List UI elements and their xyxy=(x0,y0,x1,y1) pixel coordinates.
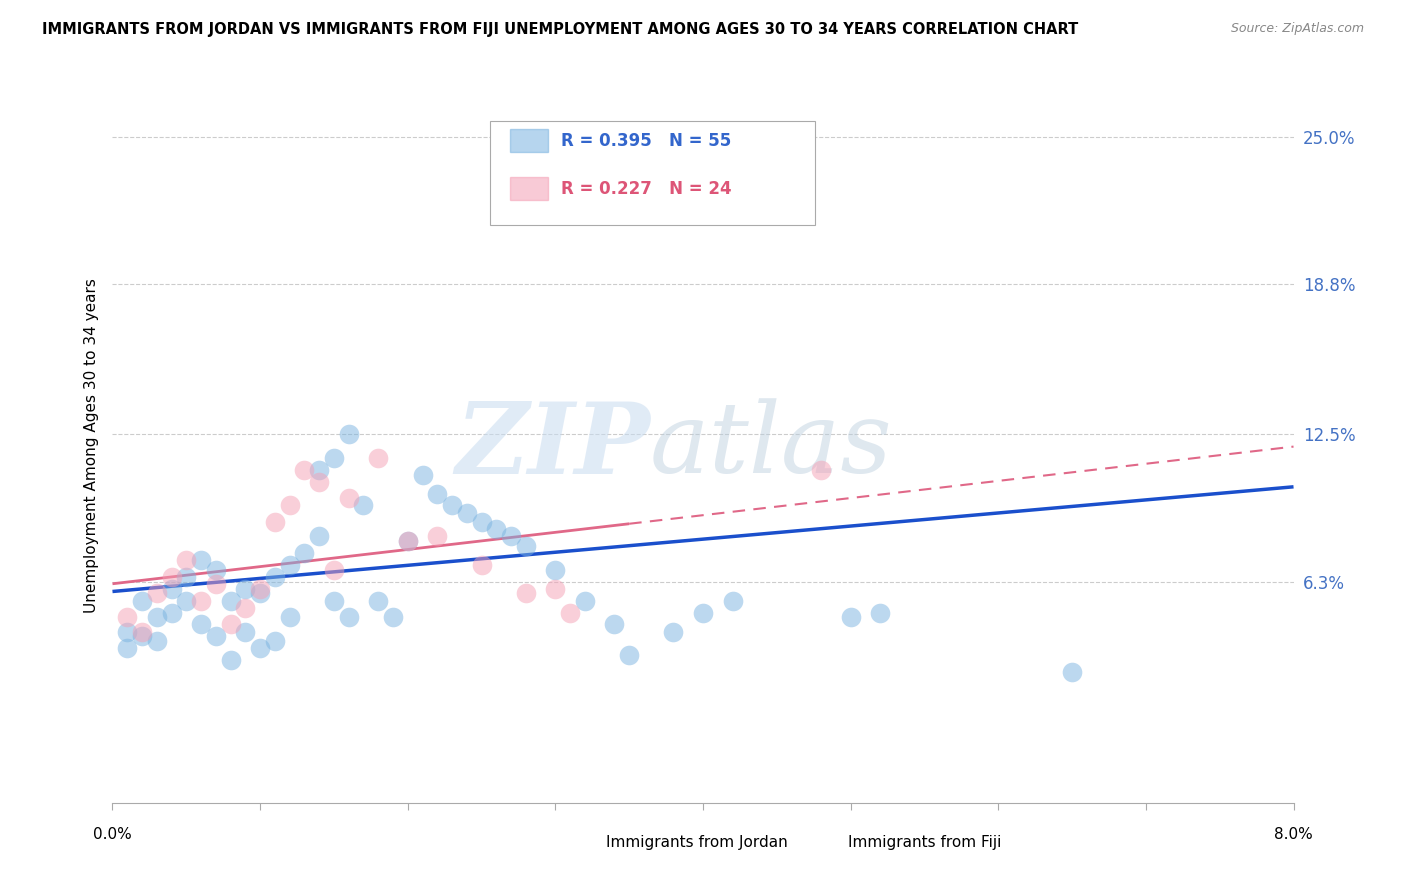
Point xyxy=(367,450,389,465)
Text: 8.0%: 8.0% xyxy=(1274,827,1313,841)
Point xyxy=(485,522,508,536)
Text: Source: ZipAtlas.com: Source: ZipAtlas.com xyxy=(1230,22,1364,36)
Text: Immigrants from Fiji: Immigrants from Fiji xyxy=(848,835,1001,849)
Point xyxy=(264,515,287,529)
Point xyxy=(190,593,212,607)
Point xyxy=(264,570,287,584)
Point xyxy=(249,586,271,600)
Point xyxy=(146,610,169,624)
Point xyxy=(146,586,169,600)
Point xyxy=(337,427,360,442)
Point xyxy=(174,553,197,567)
Point xyxy=(219,617,242,632)
Point xyxy=(692,606,714,620)
Point xyxy=(839,610,862,624)
Point xyxy=(323,563,346,577)
Point xyxy=(292,463,315,477)
Point xyxy=(264,634,287,648)
Point xyxy=(233,600,256,615)
Point xyxy=(619,135,641,149)
Point xyxy=(131,624,153,639)
Point xyxy=(515,586,537,600)
Point xyxy=(131,629,153,643)
Y-axis label: Unemployment Among Ages 30 to 34 years: Unemployment Among Ages 30 to 34 years xyxy=(83,278,98,614)
Point xyxy=(160,606,183,620)
Point xyxy=(146,634,169,648)
Point xyxy=(441,499,464,513)
Point xyxy=(323,450,346,465)
Point xyxy=(233,624,256,639)
Text: atlas: atlas xyxy=(650,399,893,493)
Point xyxy=(292,546,315,560)
Text: R = 0.395   N = 55: R = 0.395 N = 55 xyxy=(561,132,731,150)
Point xyxy=(337,491,360,506)
Point xyxy=(160,582,183,596)
Point xyxy=(367,593,389,607)
Point xyxy=(278,610,301,624)
Point xyxy=(1062,665,1084,679)
Text: R = 0.227   N = 24: R = 0.227 N = 24 xyxy=(561,180,733,198)
Point xyxy=(574,593,596,607)
Point xyxy=(515,539,537,553)
Point xyxy=(810,463,832,477)
Point xyxy=(190,553,212,567)
Point xyxy=(205,577,228,591)
Point xyxy=(501,529,523,543)
Point xyxy=(396,534,419,549)
Point xyxy=(471,515,494,529)
Point xyxy=(278,558,301,572)
Point xyxy=(174,570,197,584)
Point xyxy=(603,617,626,632)
Point xyxy=(278,499,301,513)
Point xyxy=(426,529,449,543)
Point xyxy=(117,610,138,624)
FancyBboxPatch shape xyxy=(491,121,815,225)
Bar xyxy=(510,177,548,200)
Point xyxy=(352,499,374,513)
Point xyxy=(412,467,434,482)
Point xyxy=(190,617,212,632)
Point xyxy=(117,624,138,639)
Point xyxy=(131,593,153,607)
Point xyxy=(308,475,330,489)
Text: IMMIGRANTS FROM JORDAN VS IMMIGRANTS FROM FIJI UNEMPLOYMENT AMONG AGES 30 TO 34 : IMMIGRANTS FROM JORDAN VS IMMIGRANTS FRO… xyxy=(42,22,1078,37)
Bar xyxy=(574,832,599,854)
Point xyxy=(205,629,228,643)
Text: 0.0%: 0.0% xyxy=(93,827,132,841)
Point xyxy=(662,624,685,639)
Point xyxy=(233,582,256,596)
Point xyxy=(544,582,567,596)
Text: ZIP: ZIP xyxy=(456,398,650,494)
Point xyxy=(160,570,183,584)
Point xyxy=(205,563,228,577)
Point xyxy=(471,558,494,572)
Point xyxy=(117,641,138,656)
Point xyxy=(396,534,419,549)
Point xyxy=(219,593,242,607)
Text: Immigrants from Jordan: Immigrants from Jordan xyxy=(606,835,787,849)
Point xyxy=(721,593,744,607)
Point xyxy=(219,653,242,667)
Point xyxy=(619,648,641,663)
Point xyxy=(560,606,582,620)
Point xyxy=(426,486,449,500)
Point xyxy=(174,593,197,607)
Bar xyxy=(510,129,548,152)
Point xyxy=(456,506,478,520)
Point xyxy=(633,135,655,149)
Bar xyxy=(815,832,841,854)
Point xyxy=(308,463,330,477)
Point xyxy=(323,593,346,607)
Point xyxy=(249,582,271,596)
Point xyxy=(249,641,271,656)
Point xyxy=(869,606,891,620)
Point xyxy=(337,610,360,624)
Point xyxy=(308,529,330,543)
Point xyxy=(544,563,567,577)
Point xyxy=(382,610,405,624)
